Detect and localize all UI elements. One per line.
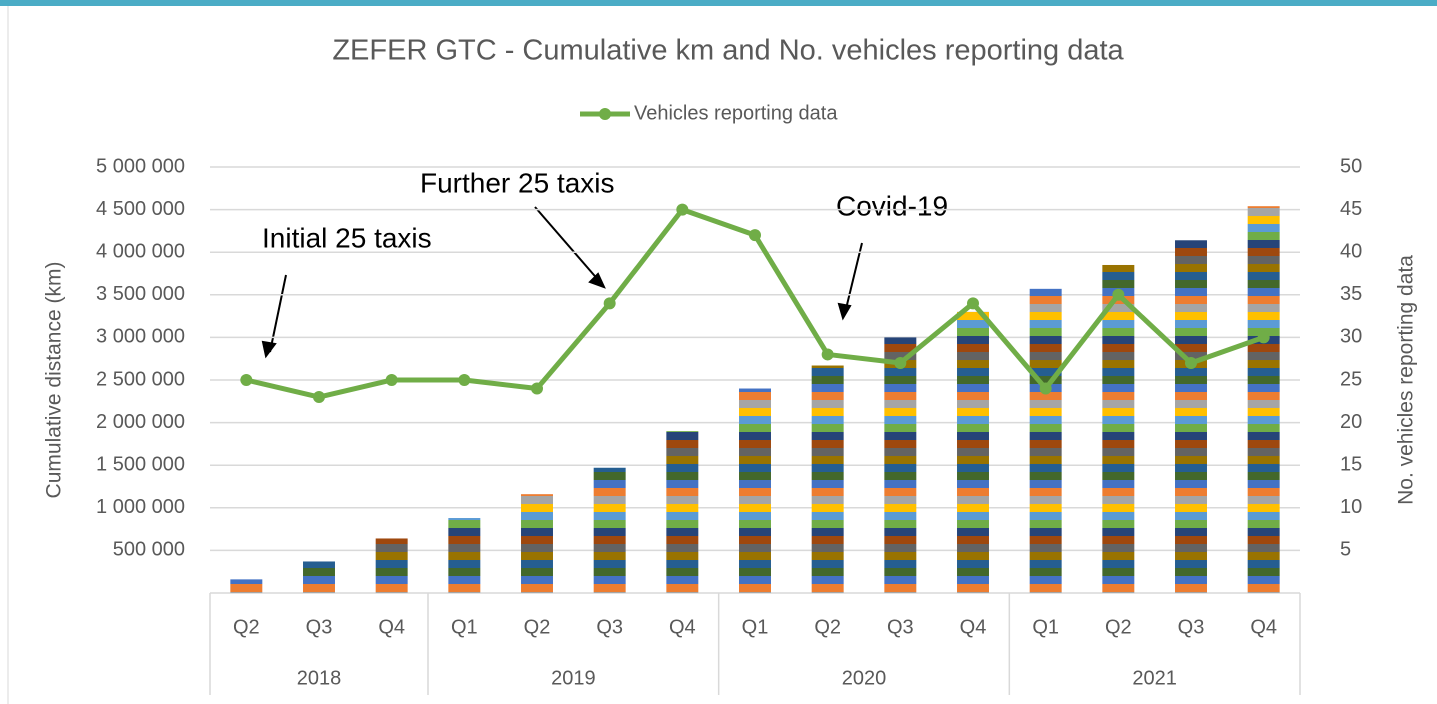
line-marker [821, 348, 834, 361]
x-tick-label: Q2 [814, 616, 841, 638]
chart-title: ZEFER GTC - Cumulative km and No. vehicl… [332, 35, 1124, 67]
x-tick-label: Q4 [1250, 616, 1277, 638]
y-tick-label: 4 500 000 [96, 198, 185, 220]
arrows [261, 206, 863, 359]
y2-tick-label: 20 [1340, 411, 1362, 433]
y-tick-label: 3 500 000 [96, 283, 185, 305]
x-tick-label: Q2 [233, 616, 260, 638]
x-tick-label: Q4 [669, 616, 696, 638]
line-marker [385, 374, 398, 386]
bar [1247, 206, 1280, 593]
line-marker [1257, 331, 1270, 344]
annotation: Covid-19 [836, 190, 948, 221]
y2-tick-label: 30 [1340, 326, 1362, 348]
annotation: Further 25 taxis [420, 167, 615, 198]
y-tick-label: 2 000 000 [96, 411, 185, 433]
line-marker [967, 297, 979, 310]
line-marker [603, 297, 616, 310]
y2-tick-label: 35 [1340, 283, 1362, 305]
line-marker [894, 356, 907, 369]
y-tick-label: 5 000 000 [96, 155, 185, 177]
y2-tick-label: 45 [1340, 198, 1362, 220]
y2-tick-label: 5 [1340, 539, 1351, 561]
x-group-label: 2020 [842, 667, 887, 689]
y-tick-label: 1 500 000 [96, 453, 185, 475]
line-marker [313, 391, 325, 404]
bar [739, 388, 771, 593]
bar [811, 365, 844, 593]
x-tick-label: Q3 [887, 616, 914, 638]
top-band [0, 0, 1437, 6]
bar [1029, 288, 1062, 593]
bar [521, 494, 553, 593]
y2-tick-label: 25 [1340, 368, 1362, 390]
bar [448, 518, 481, 593]
legend-label: Vehicles reporting data [634, 102, 838, 124]
bar [957, 311, 989, 593]
y-tick-label: 500 000 [113, 539, 185, 561]
line-marker [676, 203, 689, 216]
bar [303, 561, 335, 593]
line-marker [749, 229, 761, 242]
y2-tick-label: 50 [1340, 155, 1362, 177]
bar [666, 431, 699, 593]
x-tick-label: Q2 [524, 616, 551, 638]
bar [884, 337, 917, 593]
y2-axis-title: No. vehicles reporting data [1395, 255, 1418, 505]
x-tick-label: Q4 [378, 616, 405, 638]
x-tick-label: Q3 [306, 616, 333, 638]
line-marker [531, 382, 543, 395]
y2-tick-label: 40 [1340, 240, 1362, 262]
y-tick-label: 1 000 000 [96, 496, 185, 518]
line-marker [458, 374, 471, 386]
annotation: Initial 25 taxis [262, 222, 432, 253]
x-tick-label: Q4 [960, 616, 987, 638]
x-tick-label: Q1 [451, 616, 478, 638]
bar [593, 467, 626, 593]
x-group-label: 2019 [551, 667, 596, 689]
legend-marker [599, 108, 611, 120]
line-marker [240, 374, 253, 386]
y-tick-label: 3 000 000 [96, 326, 185, 348]
x-tick-label: Q3 [1178, 616, 1205, 638]
bar [1102, 264, 1135, 593]
x-group-label: 2021 [1132, 667, 1177, 689]
line-marker [1185, 356, 1197, 369]
x-tick-label: Q1 [742, 616, 769, 638]
x-group-label: 2018 [297, 667, 342, 689]
bar [1175, 240, 1207, 593]
line-marker [1112, 288, 1125, 301]
line-marker [1039, 382, 1052, 395]
y-tick-label: 4 000 000 [96, 240, 185, 262]
x-tick-label: Q1 [1032, 616, 1059, 638]
bar [230, 579, 263, 593]
y2-tick-label: 15 [1340, 453, 1362, 475]
x-tick-label: Q2 [1105, 616, 1132, 638]
x-tick-label: Q3 [596, 616, 623, 638]
y-tick-label: 2 500 000 [96, 368, 185, 390]
bar [375, 538, 408, 593]
y2-tick-label: 10 [1340, 496, 1362, 518]
y-axis-title: Cumulative distance (km) [43, 262, 66, 499]
